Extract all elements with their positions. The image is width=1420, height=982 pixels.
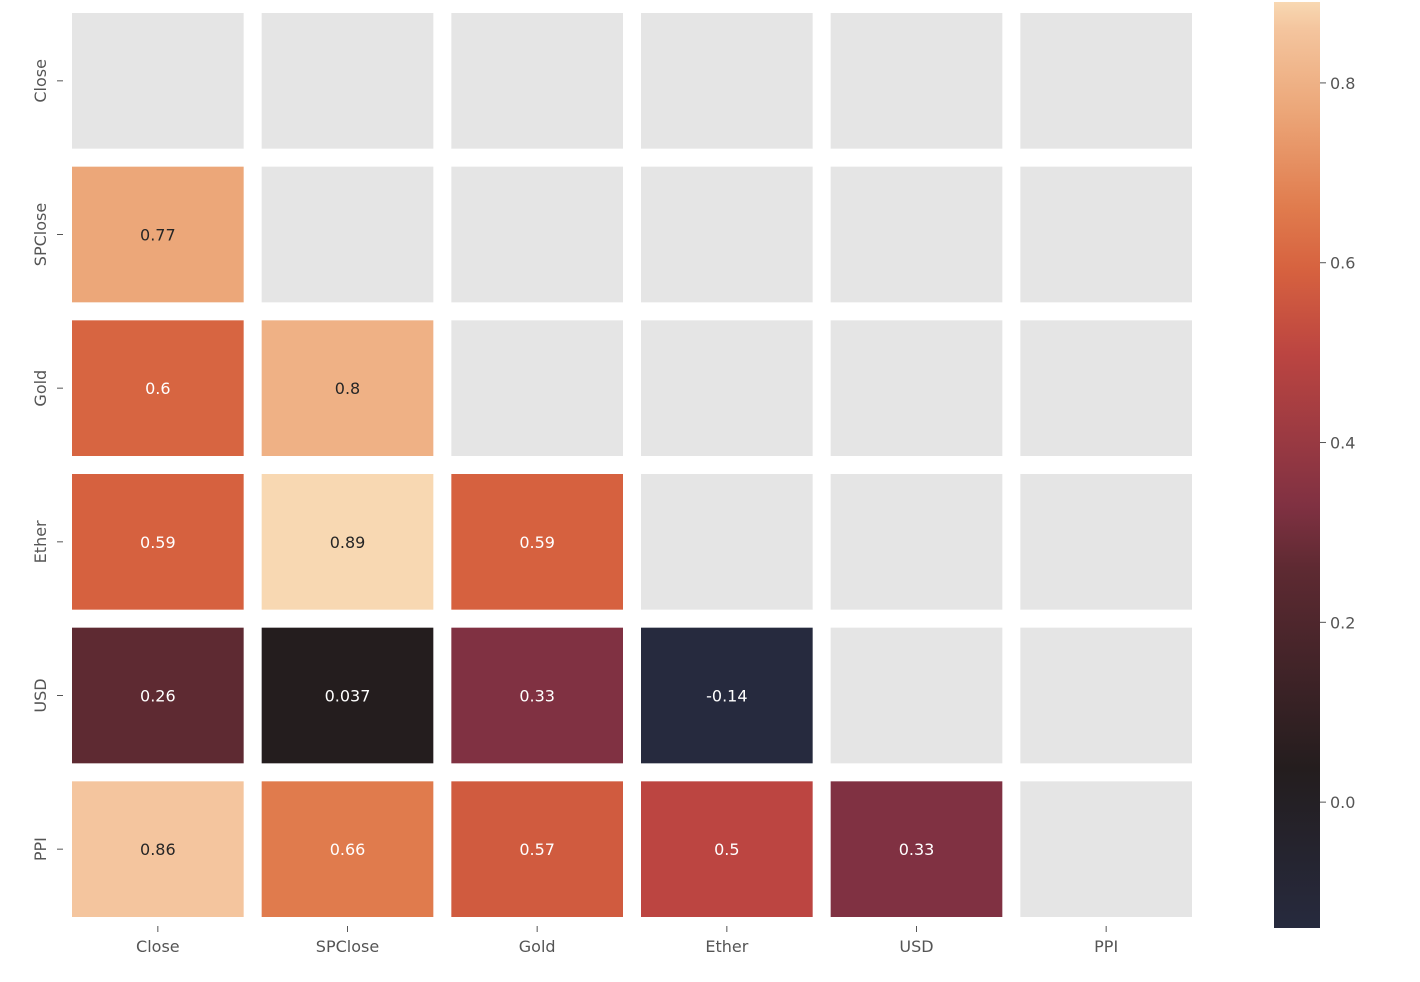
masked-cell	[830, 320, 1003, 456]
cell-value-label: 0.57	[519, 840, 555, 859]
cell-value-label: 0.59	[140, 533, 176, 552]
masked-cell	[451, 320, 623, 456]
masked-cell	[641, 474, 813, 610]
heatmap-cell	[641, 627, 813, 764]
heatmap-cell	[261, 627, 434, 764]
x-tick-label: PPI	[1094, 937, 1118, 956]
x-axis: Close SPClose Gold Ether USD PPI	[136, 926, 1118, 956]
y-tick-label: PPI	[31, 837, 50, 861]
masked-cell	[1020, 320, 1192, 456]
masked-cell	[451, 166, 623, 303]
colorbar-tick-label: 0.2	[1330, 613, 1355, 632]
colorbar-tick-label: 0.8	[1330, 74, 1355, 93]
heatmap-cell	[641, 781, 813, 917]
masked-cell	[641, 320, 813, 456]
masked-cell	[1020, 474, 1192, 610]
heatmap-cell-labels: 0.77 0.6 0.8 0.59 0.89 0.59 0.26 0.037 0.33 -0.14…	[140, 226, 934, 860]
y-tick-label: Close	[31, 59, 50, 103]
heatmap-cell	[261, 320, 434, 456]
cell-value-label: 0.5	[714, 840, 739, 859]
y-tick-label: Ether	[31, 520, 50, 563]
masked-cell	[1020, 13, 1192, 149]
masked-cell	[1020, 166, 1192, 303]
y-axis: Close SPClose Gold Ether USD PPI	[31, 59, 63, 861]
colorbar-tick-label: 0.0	[1330, 793, 1355, 812]
heatmap-cell	[72, 166, 244, 303]
masked-cell	[830, 13, 1003, 149]
cell-value-label: 0.26	[140, 687, 176, 706]
y-tick-label: USD	[31, 678, 50, 712]
cell-value-label: -0.14	[706, 687, 747, 706]
masked-cell	[830, 627, 1003, 764]
heatmap-cell	[72, 781, 244, 917]
colorbar-bar	[1274, 2, 1320, 928]
heatmap-cell	[72, 474, 244, 610]
cell-value-label: 0.6	[145, 379, 170, 398]
x-tick-label: SPClose	[316, 937, 379, 956]
cell-value-label: 0.8	[335, 379, 360, 398]
heatmap-cell	[72, 627, 244, 764]
masked-cell	[641, 13, 813, 149]
heatmap-cells	[72, 13, 1192, 917]
masked-cell	[830, 166, 1003, 303]
masked-cell	[451, 13, 623, 149]
masked-cell	[72, 13, 244, 149]
x-tick-label: Gold	[519, 937, 556, 956]
heatmap-cell	[261, 781, 434, 917]
cell-value-label: 0.59	[519, 533, 555, 552]
masked-cell	[1020, 781, 1192, 917]
cell-value-label: 0.86	[140, 840, 176, 859]
masked-cell	[261, 13, 434, 149]
heatmap-cell	[261, 474, 434, 610]
heatmap-cell	[451, 474, 623, 610]
heatmap-cell	[72, 320, 244, 456]
heatmap-cell	[451, 781, 623, 917]
masked-cell	[641, 166, 813, 303]
cell-value-label: 0.037	[325, 687, 371, 706]
x-tick-label: USD	[899, 937, 933, 956]
cell-value-label: 0.33	[519, 687, 555, 706]
y-tick-label: Gold	[31, 370, 50, 407]
cell-value-label: 0.66	[330, 840, 366, 859]
cell-value-label: 0.77	[140, 226, 176, 245]
colorbar-tick-label: 0.4	[1330, 434, 1355, 453]
colorbar: 0.0 0.2 0.4 0.6 0.8	[1274, 2, 1355, 928]
colorbar-tick-label: 0.6	[1330, 254, 1355, 273]
x-tick-label: Close	[136, 937, 180, 956]
x-tick-label: Ether	[705, 937, 748, 956]
y-tick-label: SPClose	[31, 203, 50, 266]
cell-value-label: 0.33	[899, 840, 935, 859]
heatmap-cell	[451, 627, 623, 764]
masked-cell	[261, 166, 434, 303]
cell-value-label: 0.89	[330, 533, 366, 552]
heatmap-cell	[830, 781, 1003, 917]
masked-cell	[830, 474, 1003, 610]
masked-cell	[1020, 627, 1192, 764]
